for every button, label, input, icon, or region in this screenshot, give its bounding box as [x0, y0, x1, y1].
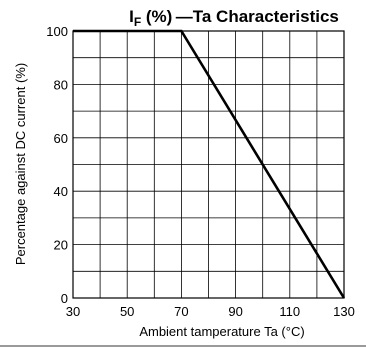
x-tick-label: 50 — [120, 304, 134, 319]
y-tick-labels: 0 20 40 60 80 100 — [46, 24, 68, 306]
x-tick-label: 90 — [228, 304, 242, 319]
y-axis-label: Percentage against DC current (%) — [13, 63, 28, 265]
x-axis-label: Ambient tamperature Ta (°C) — [139, 324, 304, 339]
chart-title-rest: (%) —Ta Characteristics — [141, 7, 339, 26]
chart-title-subscript: F — [134, 15, 141, 29]
x-tick-label: 130 — [333, 304, 355, 319]
y-tick-label: 60 — [54, 131, 68, 146]
x-tick-label: 110 — [279, 304, 300, 319]
x-tick-label: 70 — [174, 304, 188, 319]
y-tick-label: 100 — [46, 24, 68, 39]
chart-title-main: I — [129, 7, 134, 26]
series-group — [73, 29, 346, 299]
plot-frame — [72, 30, 345, 299]
y-tick-label: 80 — [54, 77, 68, 92]
grid-lines — [73, 31, 344, 298]
bottom-divider — [0, 345, 366, 347]
y-tick-label: 0 — [61, 291, 68, 306]
chart-title: IF (%) —Ta Characteristics — [129, 7, 339, 29]
derating-line — [73, 29, 346, 299]
x-tick-labels: 30 50 70 90 110 130 — [66, 304, 355, 319]
y-tick-label: 20 — [54, 238, 68, 253]
y-tick-label: 40 — [54, 184, 68, 199]
x-tick-label: 30 — [66, 304, 80, 319]
